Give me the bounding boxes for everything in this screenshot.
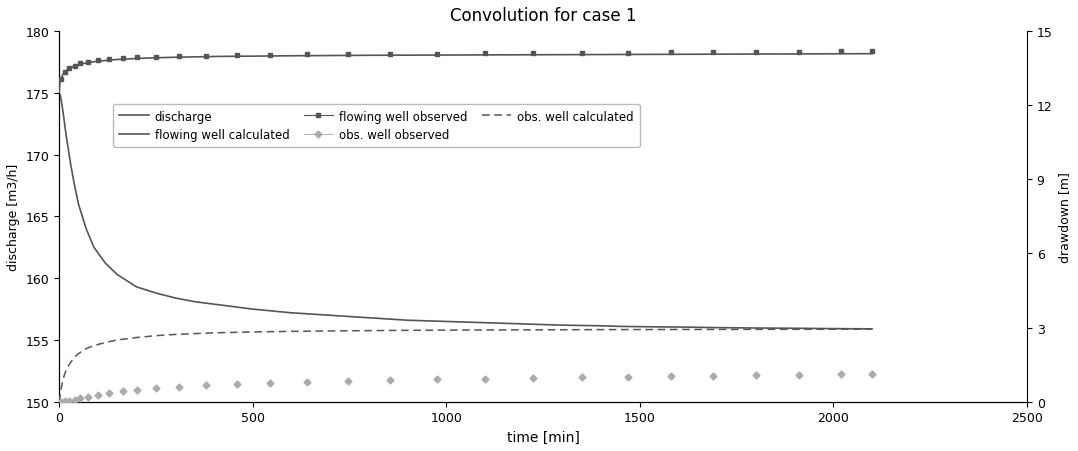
Title: Convolution for case 1: Convolution for case 1 xyxy=(450,7,636,25)
X-axis label: time [min]: time [min] xyxy=(507,430,580,444)
Y-axis label: discharge [m3/h]: discharge [m3/h] xyxy=(6,163,20,271)
Legend: discharge, flowing well calculated, flowing well observed, obs. well observed, o: discharge, flowing well calculated, flow… xyxy=(113,105,639,148)
Y-axis label: drawdown [m]: drawdown [m] xyxy=(1058,171,1072,262)
